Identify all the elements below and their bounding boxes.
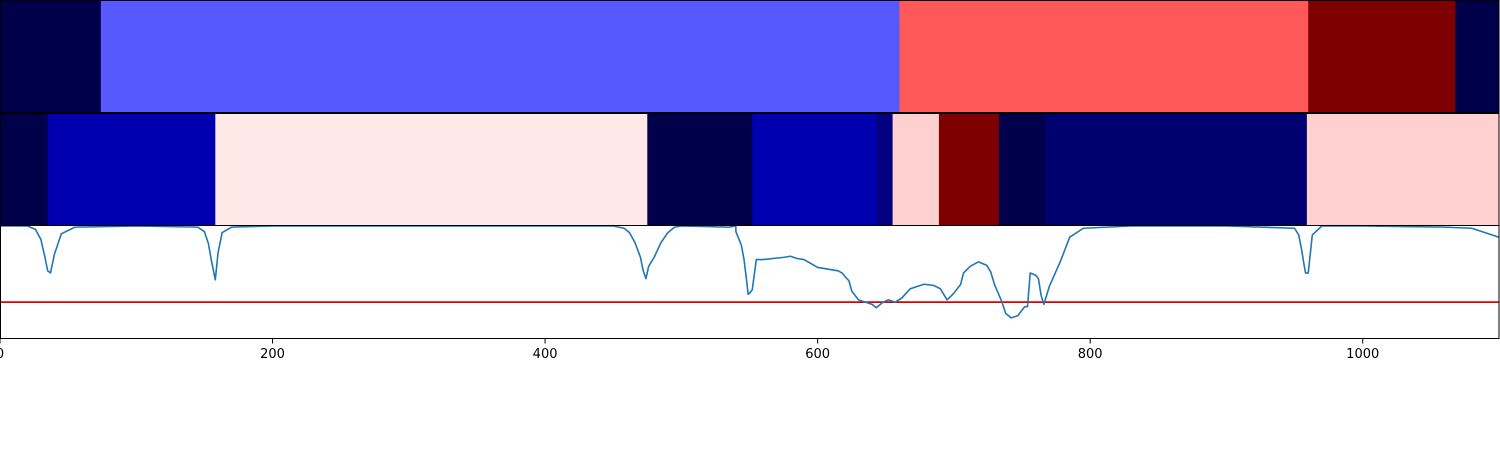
signal-panel [0,225,1500,319]
middle-segment [215,114,648,225]
middle-segment [876,114,894,225]
middle-segment [47,114,216,225]
middle-segment [1045,114,1308,225]
middle-segment [892,114,940,225]
x-tick-label: 600 [805,347,830,362]
top-segment [0,1,102,112]
middle-segment [647,114,753,225]
x-tick-label: 1000 [1346,347,1379,362]
x-tick-label: 0 [0,347,4,362]
middle-segment [752,114,877,225]
x-tick-label: 200 [260,347,285,362]
x-axis: 0 200 400 600 800 1000 [0,338,1379,362]
x-tick-label: 400 [533,347,558,362]
signal-line [0,225,1500,319]
panel-frames [0,0,1500,339]
top-segment [1455,1,1500,112]
top-segmentation-panel [0,1,1500,112]
panel-frame [0,0,1500,113]
middle-segment [998,114,1046,225]
middle-segment [1306,114,1500,225]
middle-segment [0,114,49,225]
middle-segment [938,114,1000,225]
top-segment [899,1,1309,112]
top-segment [100,1,900,112]
middle-segmentation-panel [0,114,1500,225]
panel-frame [0,225,1500,339]
x-tick-label: 800 [1078,347,1103,362]
top-segment [1308,1,1456,112]
